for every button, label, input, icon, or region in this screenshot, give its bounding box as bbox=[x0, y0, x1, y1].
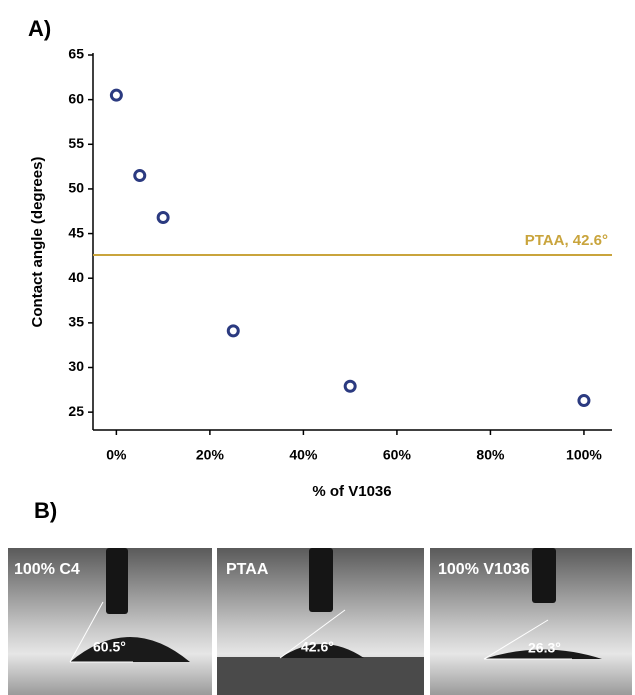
point bbox=[109, 88, 123, 102]
y-tick-label: 60 bbox=[68, 90, 84, 106]
point bbox=[133, 169, 147, 183]
panel-label: A) bbox=[28, 16, 51, 41]
x-tick-label: 60% bbox=[383, 447, 412, 463]
x-tick-label: 100% bbox=[566, 447, 602, 463]
point bbox=[226, 324, 240, 338]
x-tick-label: 20% bbox=[196, 447, 225, 463]
y-tick-label: 30 bbox=[68, 358, 84, 374]
y-tick-label: 40 bbox=[68, 269, 84, 285]
reference-label: PTAA, 42.6° bbox=[525, 232, 608, 249]
x-axis-label: % of V1036 bbox=[312, 483, 391, 500]
point bbox=[577, 394, 591, 408]
photo bbox=[8, 548, 212, 695]
y-tick-label: 50 bbox=[68, 180, 84, 196]
y-tick-label: 35 bbox=[68, 314, 84, 330]
x-tick-label: 0% bbox=[106, 447, 127, 463]
plot: 25 30 35 40 45 50 55 60 65 0% 20% 40% 60% 80% 100% PTAA… bbox=[68, 46, 612, 463]
y-axis-label: Contact angle (degrees) bbox=[29, 157, 46, 328]
photo-caption: 100% C4 bbox=[14, 561, 80, 578]
panel-label: B) bbox=[34, 498, 57, 523]
y-tick-label: 25 bbox=[68, 403, 84, 419]
point bbox=[343, 379, 357, 393]
x-tick-label: 80% bbox=[476, 447, 505, 463]
y-tick-label: 45 bbox=[68, 224, 84, 240]
x-tick-label: 40% bbox=[289, 447, 318, 463]
y-tick-label: 55 bbox=[68, 135, 84, 151]
angle-label: 42.6° bbox=[301, 639, 334, 655]
photo bbox=[430, 548, 632, 695]
angle-label: 26.3° bbox=[528, 640, 561, 656]
photo-caption: 100% V1036 bbox=[438, 561, 530, 578]
angle-label: 60.5° bbox=[93, 639, 126, 655]
photo bbox=[217, 548, 424, 695]
photo-caption: PTAA bbox=[226, 561, 269, 578]
point bbox=[156, 211, 170, 224]
y-tick-label: 65 bbox=[68, 46, 84, 62]
